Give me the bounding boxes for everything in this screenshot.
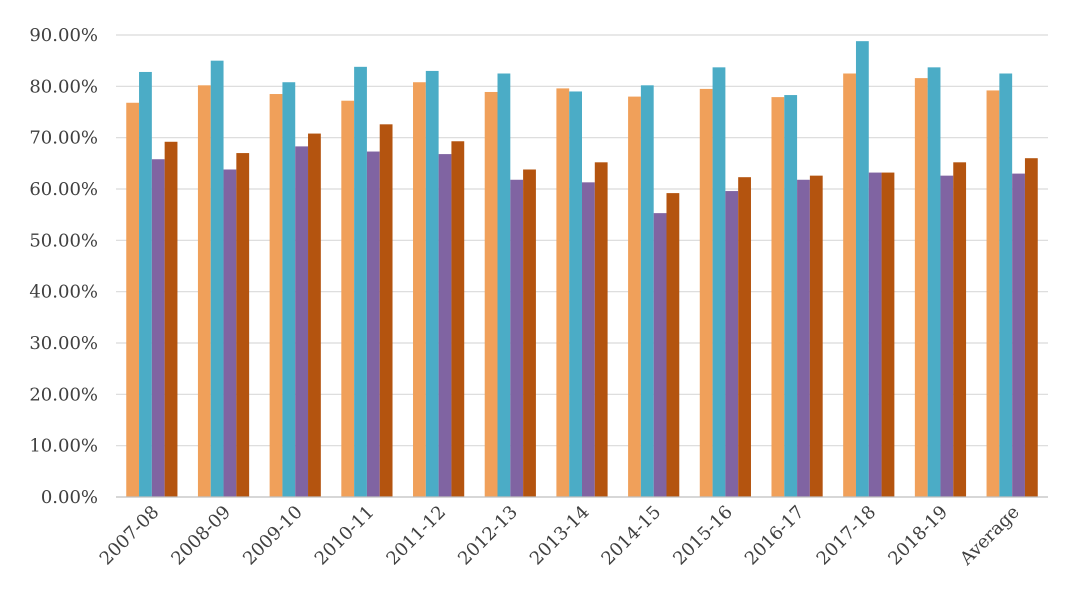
bar-series-3-2013-14: [582, 182, 595, 497]
x-category-label: 2014-15: [597, 502, 665, 570]
bar-series-2-2008-09: [210, 60, 224, 498]
y-tick-label: 10.00%: [29, 436, 98, 457]
bar-series-3-2015-16: [725, 191, 739, 498]
bar-series-2-2009-10: [282, 82, 296, 497]
bar-series-1-Average: [986, 90, 1000, 497]
x-category-label: 2009-10: [239, 502, 307, 570]
x-category-label: 2016-17: [741, 502, 809, 570]
bar-series-2-Average: [999, 73, 1013, 497]
bar-series-2-2017-18: [855, 41, 869, 497]
bar-series-4-2016-17: [809, 175, 823, 497]
bar-series-2-2018-19: [927, 67, 941, 497]
bar-series-1-2010-11: [341, 100, 355, 498]
bar-series-3-2011-12: [438, 154, 452, 497]
bar-series-2-2010-11: [354, 66, 367, 497]
bars: [126, 41, 1038, 498]
bar-series-3-2017-18: [868, 172, 882, 497]
bar-series-1-2007-08: [126, 102, 140, 497]
bar-series-4-Average: [1024, 158, 1038, 497]
bar-series-1-2013-14: [556, 88, 570, 497]
x-category-label: 2018-19: [884, 502, 952, 570]
bar-series-3-Average: [1012, 173, 1025, 497]
bar-series-1-2011-12: [413, 82, 426, 497]
bar-series-2-2011-12: [425, 70, 439, 498]
bar-series-1-2015-16: [699, 88, 713, 498]
y-tick-label: 30.00%: [29, 333, 98, 354]
bar-series-2-2015-16: [712, 67, 726, 497]
bar-series-3-2008-09: [223, 169, 237, 498]
x-category-label: 2013-14: [526, 502, 594, 570]
bar-series-4-2010-11: [379, 124, 393, 497]
y-tick-label: 40.00%: [29, 282, 98, 303]
y-tick-label: 50.00%: [29, 230, 98, 251]
bar-series-4-2015-16: [738, 177, 751, 497]
x-category-label: 2008-09: [167, 502, 235, 570]
bar-series-2-2012-13: [497, 73, 511, 497]
bar-series-1-2009-10: [269, 94, 283, 497]
x-category-label: 2015-16: [669, 502, 737, 570]
x-axis-category-labels: 2007-08 2008-09 2009-10 2010-11 2011-12 2012-…: [96, 502, 1024, 570]
bar-series-3-2010-11: [366, 151, 380, 497]
bar-series-4-2008-09: [236, 153, 250, 497]
y-tick-label: 70.00%: [29, 128, 98, 149]
y-tick-label: 60.00%: [29, 179, 98, 200]
bar-series-3-2007-08: [151, 159, 165, 498]
bar-series-4-2013-14: [594, 162, 608, 497]
y-tick-label: 20.00%: [29, 384, 98, 405]
bar-series-3-2018-19: [940, 175, 954, 497]
bar-series-1-2016-17: [771, 97, 785, 498]
x-category-label: Average: [955, 502, 1023, 570]
bar-series-1-2018-19: [914, 78, 928, 498]
y-tick-label: 80.00%: [29, 76, 98, 97]
x-category-label: 2010-11: [311, 502, 379, 570]
bar-series-4-2012-13: [523, 169, 536, 498]
bar-series-2-2007-08: [139, 71, 152, 498]
bar-series-1-2012-13: [484, 91, 498, 497]
bar-series-2-2013-14: [569, 91, 582, 497]
bar-series-4-2018-19: [953, 162, 967, 497]
bar-series-2-2014-15: [640, 85, 654, 497]
x-category-label: 2017-18: [813, 502, 881, 570]
x-category-label: 2011-12: [382, 502, 450, 570]
bar-series-3-2009-10: [295, 146, 309, 497]
x-category-label: 2007-08: [96, 502, 164, 570]
bar-series-1-2014-15: [628, 96, 641, 497]
bar-series-2-2016-17: [784, 95, 798, 497]
bar-series-4-2009-10: [308, 133, 321, 497]
y-tick-label: 0.00%: [41, 487, 98, 508]
bar-series-4-2014-15: [666, 193, 680, 498]
bar-series-1-2017-18: [843, 73, 856, 497]
bar-series-4-2007-08: [164, 141, 178, 497]
bar-series-1-2008-09: [197, 85, 211, 497]
y-tick-label: 90.00%: [29, 25, 98, 46]
x-category-label: 2012-13: [454, 502, 522, 570]
bar-series-3-2012-13: [510, 179, 524, 497]
bar-series-3-2014-15: [653, 213, 667, 497]
y-axis-tick-labels: 0.00% 10.00% 20.00% 30.00% 40.00% 50.00% 60.00…: [29, 25, 98, 508]
bar-series-4-2017-18: [881, 172, 895, 497]
bar-series-4-2011-12: [451, 141, 465, 497]
bar-series-3-2016-17: [797, 179, 810, 497]
